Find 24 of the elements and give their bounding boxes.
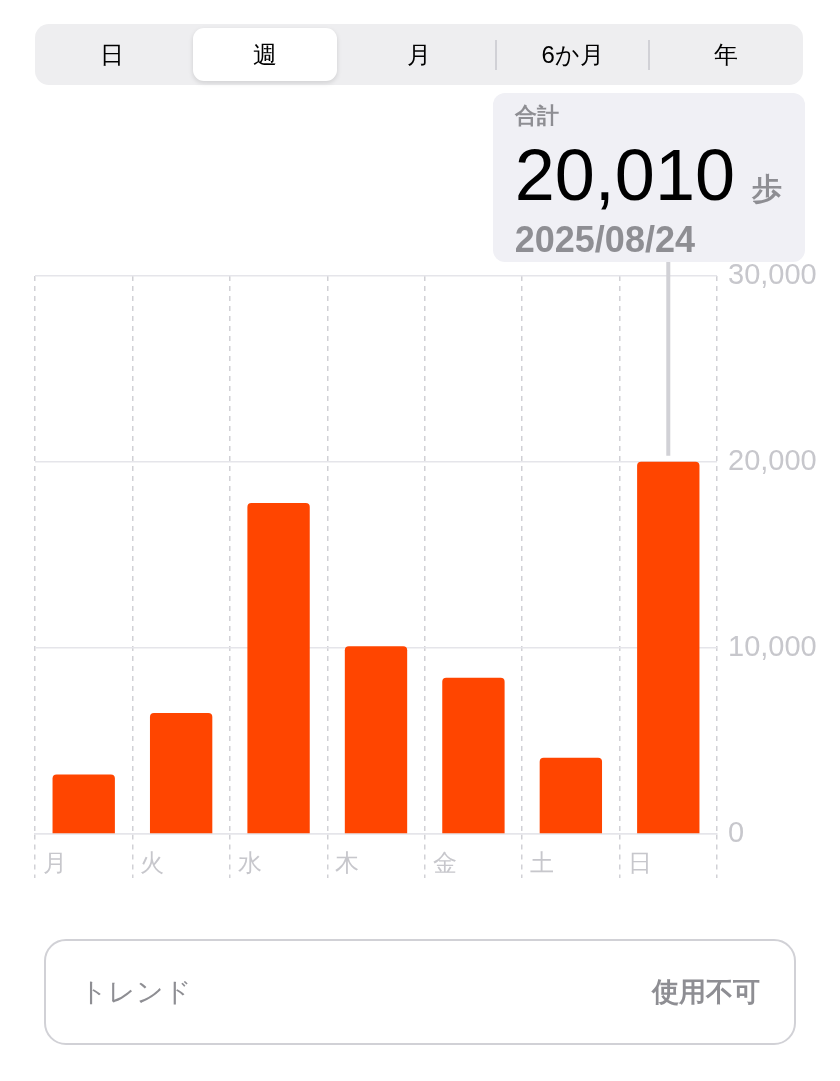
text: 歩 <box>751 172 782 205</box>
x-tick-label: 月 <box>43 849 67 877</box>
bar <box>52 774 115 834</box>
segmented-control: 日 週 月 6か月 年 <box>35 24 803 85</box>
bar <box>149 713 213 834</box>
trend-card: トレンド 使用不可 <box>44 939 796 1045</box>
text: 合計 <box>513 103 559 128</box>
y-tick-label: 20,000 <box>728 444 817 476</box>
data-label: 20,010 <box>514 135 735 215</box>
x-tick-label: 日 <box>627 849 652 877</box>
bar <box>247 502 310 834</box>
text: 2025/08/24 <box>514 219 695 260</box>
x-tick-label: 水 <box>237 849 262 877</box>
y-tick-label: 30,000 <box>728 258 817 290</box>
x-tick-label: 金 <box>432 849 457 877</box>
bar <box>637 461 700 834</box>
y-tick-label: 10,000 <box>728 630 817 662</box>
x-tick-label: 火 <box>140 849 165 877</box>
x-tick-label: 木 <box>335 849 360 877</box>
bar <box>344 646 408 834</box>
y-tick-label: 0 <box>728 816 745 848</box>
bar <box>442 677 505 834</box>
bar <box>539 757 603 834</box>
x-tick-label: 土 <box>530 849 555 877</box>
